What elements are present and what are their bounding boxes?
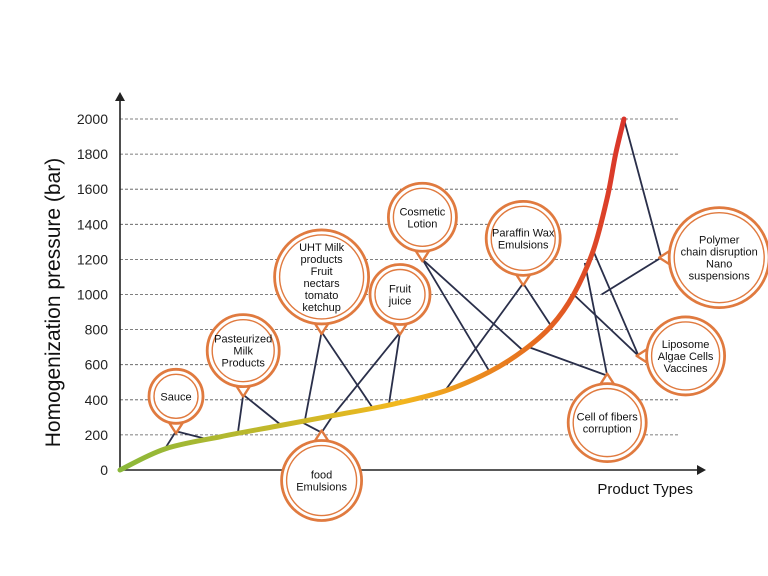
y-axis-arrow [115,92,125,101]
leader-paraffin-1 [522,282,552,327]
y-tick-600: 600 [85,357,109,373]
leader-pasteurized-0 [236,394,245,436]
bubble-label-polymer: suspensions [689,271,751,283]
bubble-label-uht: products [300,254,343,266]
y-tick-400: 400 [85,392,109,408]
bubble-label-cosmetic: Lotion [407,218,437,230]
leader-sauce-1 [175,430,205,440]
bubble-label-uht: tomato [305,290,339,302]
leader-paraffin-0 [444,282,524,392]
y-tick-1400: 1400 [77,216,108,232]
bubble-label-cell-fibers: corruption [583,424,632,436]
leader-fruit-juice-1 [387,332,401,406]
leader-uht-1 [320,331,373,408]
bubble-label-polymer: Nano [706,259,732,271]
bubble-label-polymer: chain disruption [681,247,758,259]
pressure-curve [117,116,627,473]
bubble-inner-cosmetic [392,187,453,247]
x-axis-title: Product Types [597,481,693,498]
bubble-label-fruit-juice: Fruit [389,284,411,296]
bubble-label-fruit-juice: juice [388,296,412,308]
y-tick-1800: 1800 [77,146,108,162]
bubble-label-food-emulsions: Emulsions [296,482,347,494]
y-tick-1000: 1000 [77,287,108,303]
leader-uht-0 [303,331,323,422]
y-tick-0: 0 [100,462,108,478]
pressure-curve-line [117,116,627,473]
y-tick-200: 200 [85,427,109,443]
bubble-inner-uht [278,234,365,320]
bubble-label-food-emulsions: food [311,470,332,482]
bubble-uht: UHT MilkproductsFruitnectarstomatoketchu… [273,228,371,336]
bubble-label-liposome: Algae Cells [658,351,714,363]
leader-liposome-0 [572,293,640,357]
leader-lines [164,118,663,450]
y-axis-title: Homogenization pressure (bar) [42,158,65,447]
leader-polymer-0 [601,256,662,296]
bubble-inner-paraffin [490,205,556,272]
bubble-label-uht: UHT Milk [299,242,345,254]
y-tick-800: 800 [85,322,109,338]
bubble-label-liposome: Liposome [662,339,710,351]
bubble-label-paraffin: Emulsions [498,239,549,251]
bubble-label-pasteurized: Milk [233,346,253,358]
bubble-inner-sauce [153,373,199,419]
bubble-inner-liposome [650,321,721,391]
y-tick-2000: 2000 [77,111,108,127]
leader-cell-fibers-0 [528,346,608,377]
bubble-label-polymer: Polymer [699,235,740,247]
bubble-label-uht: ketchup [302,302,341,314]
bubble-label-pasteurized: Pasteurized [214,334,272,346]
y-tick-1200: 1200 [77,251,108,267]
bubble-label-liposome: Vaccines [664,363,708,375]
bubble-inner-fruit-juice [374,268,426,321]
y-tick-1600: 1600 [77,181,108,197]
leader-fruit-juice-0 [332,331,401,417]
x-axis-arrow [697,465,706,475]
leader-pasteurized-1 [242,393,283,427]
y-tick-labels: 0 200 400 600 800 1000 1200 1400 1600 1800 2000 [77,111,108,478]
axes [115,92,706,475]
leader-liposome-1 [592,250,640,357]
leader-cosmetic-0 [421,258,491,373]
bubble-label-sauce: Sauce [160,391,191,403]
bubble-label-cosmetic: Cosmetic [399,206,445,218]
leader-cosmetic-1 [421,258,524,352]
bubble-label-paraffin: Paraffin Wax [492,227,555,239]
bubble-inner-cell-fibers [572,387,642,458]
bubble-label-uht: Fruit [311,266,333,278]
bubble-inner-polymer [673,211,765,304]
bubble-inner-food-emulsions [285,444,358,517]
bubble-inner-pasteurized [211,318,275,383]
leader-polymer-1 [623,118,663,258]
bubble-label-uht: nectars [304,278,341,290]
bubble-sauce: Sauce [147,367,205,435]
bubble-label-pasteurized: Products [221,358,265,370]
leader-cell-fibers-1 [583,262,609,376]
bubble-label-cell-fibers: Cell of fibers [577,412,639,424]
